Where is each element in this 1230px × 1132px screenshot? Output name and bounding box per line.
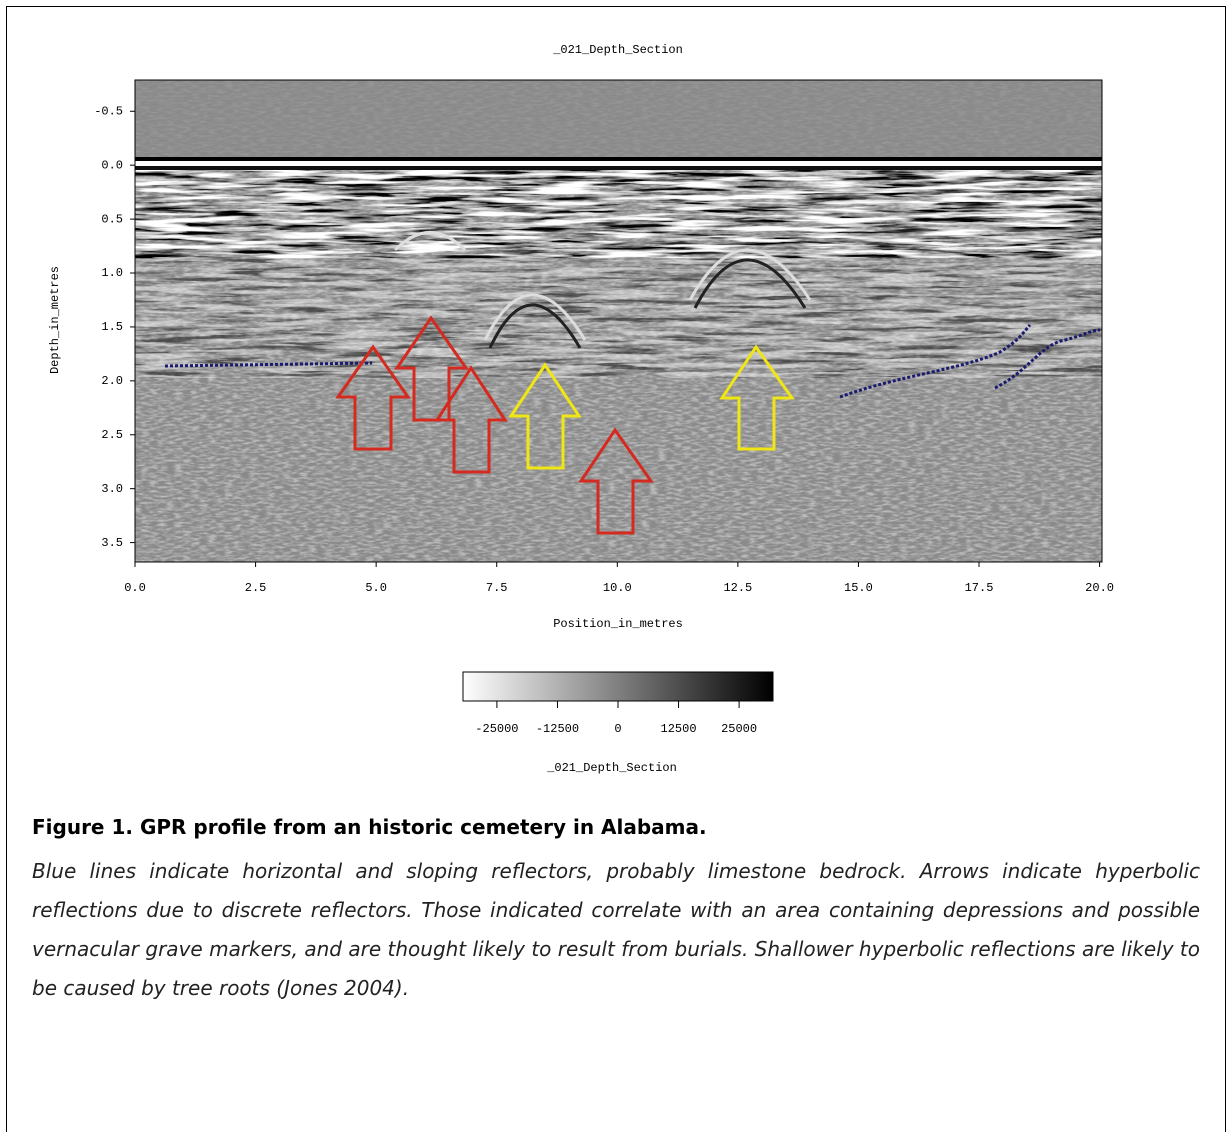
y-tick-label: 2.5 [101, 428, 123, 442]
chart: _021_Depth_Section Position_in_me [48, 43, 1114, 775]
y-tick-label: 1.0 [101, 266, 123, 280]
colorbar-tick-label: -12500 [536, 722, 579, 736]
x-tick-label: 17.5 [965, 581, 994, 595]
colorbar [462, 671, 774, 702]
colorbar-tick-label: 25000 [721, 722, 757, 736]
mid-reflections [135, 258, 1102, 378]
surface-band [135, 166, 1102, 170]
caption-title: Figure 1. GPR profile from an historic c… [32, 815, 707, 839]
chart-title: _021_Depth_Section [552, 43, 683, 57]
x-tick-label: 0.0 [124, 581, 146, 595]
colorbar-tick-label: 12500 [661, 722, 697, 736]
hyperbolas [393, 231, 812, 349]
y-tick-label: 3.5 [101, 536, 123, 550]
y-tick-label: 1.5 [101, 320, 123, 334]
radargram-image [134, 79, 1103, 563]
y-tick-label: 0.0 [101, 158, 123, 172]
bedrock-lines [164, 323, 1101, 399]
surface-band [135, 157, 1102, 161]
arrows [335, 315, 795, 535]
x-tick-label: 7.5 [486, 581, 508, 595]
figure-frame [6, 6, 1226, 1132]
x-tick-label: 10.0 [603, 581, 632, 595]
y-tick-label: 3.0 [101, 482, 123, 496]
x-tick-label: 20.0 [1085, 581, 1114, 595]
air-noise [135, 80, 1102, 158]
plot-border [134, 79, 1103, 563]
caption-body: Blue lines indicate horizontal and slopi… [32, 859, 1200, 1000]
y-tick-label: 2.0 [101, 374, 123, 388]
colorbar-tick-label: -25000 [475, 722, 518, 736]
x-tick-label: 2.5 [245, 581, 267, 595]
shallow-reflections [135, 170, 1102, 258]
surface-band [135, 161, 1102, 166]
x-axis-label: Position_in_metres [553, 617, 683, 631]
y-axis-label: Depth_in_metres [48, 266, 62, 374]
x-tick-label: 5.0 [365, 581, 387, 595]
x-tick-label: 15.0 [844, 581, 873, 595]
colorbar-tick-label: 0 [614, 722, 621, 736]
colorbar-label: _021_Depth_Section [546, 761, 677, 775]
x-tick-label: 12.5 [723, 581, 752, 595]
y-tick-label: 0.5 [101, 212, 123, 226]
y-tick-label: -0.5 [94, 104, 123, 118]
